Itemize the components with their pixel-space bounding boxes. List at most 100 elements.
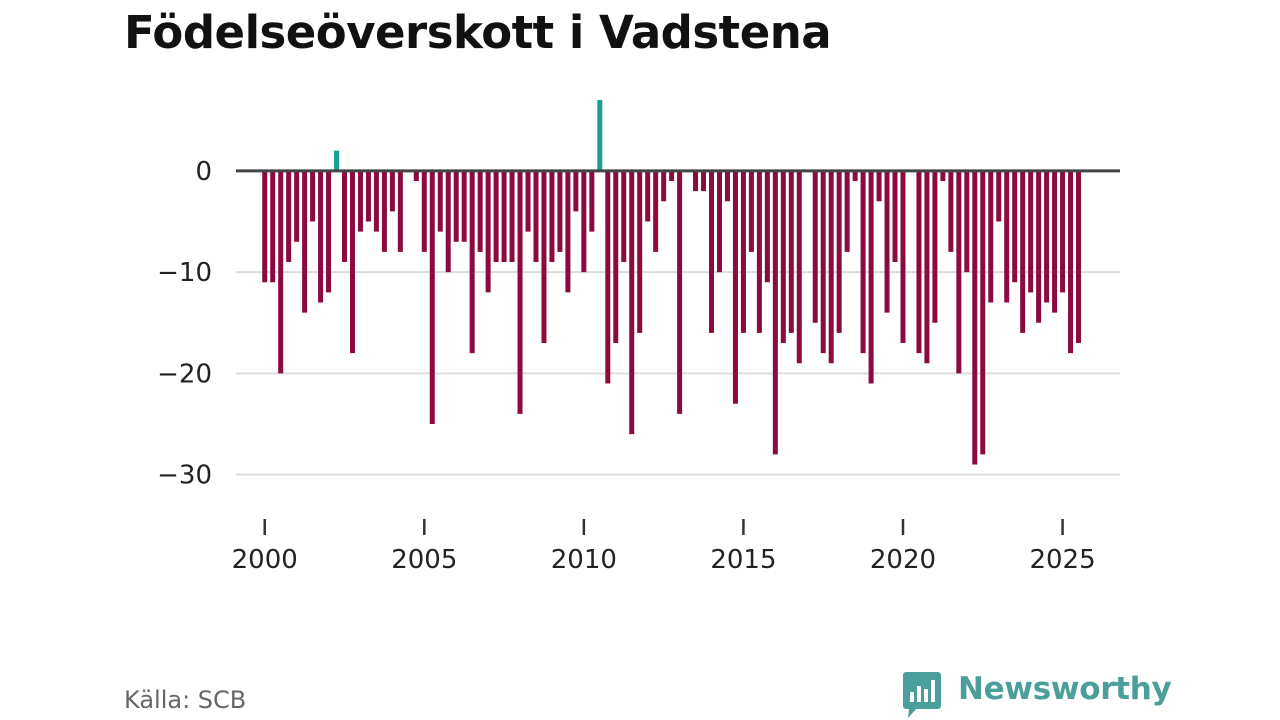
bar [964, 170, 970, 273]
bar [1060, 170, 1066, 293]
bar [1076, 170, 1082, 344]
bar [469, 170, 475, 354]
brand-name: Newsworthy [958, 671, 1172, 707]
bar [477, 170, 483, 252]
bar [724, 170, 730, 202]
bar [796, 170, 802, 364]
bars [262, 100, 1082, 465]
x-tick-label: 2005 [391, 545, 457, 575]
x-tick-label: 2025 [1029, 545, 1095, 575]
bar [549, 170, 555, 263]
bar [653, 170, 659, 252]
bar [533, 170, 539, 263]
bar [1004, 170, 1010, 303]
bar [980, 170, 986, 455]
x-tick-label: 2010 [551, 545, 617, 575]
bar [629, 170, 635, 435]
bar [437, 170, 443, 232]
bar [988, 170, 994, 303]
bar [613, 170, 619, 344]
bar [956, 170, 962, 374]
bar [884, 170, 890, 313]
newsworthy-logo-icon [903, 672, 941, 718]
bar [852, 170, 858, 182]
bar [357, 170, 363, 232]
y-tick-label: −10 [157, 258, 212, 288]
bar [764, 170, 770, 283]
bar [453, 170, 459, 242]
bar [996, 170, 1002, 222]
x-tick-label: 2020 [870, 545, 936, 575]
bar [286, 170, 292, 263]
bar [892, 170, 898, 263]
bar [349, 170, 355, 354]
bar [1020, 170, 1026, 333]
y-axis-labels: 0 −10 −20 −30 [157, 157, 212, 491]
bar [1036, 170, 1042, 323]
bar [661, 170, 667, 202]
bar [397, 170, 403, 252]
bar [940, 170, 946, 182]
bar [1052, 170, 1058, 313]
x-tick-label: 2000 [232, 545, 298, 575]
bar [373, 170, 379, 232]
bar [461, 170, 467, 242]
bar [948, 170, 954, 252]
bar [421, 170, 427, 252]
bar-chart: 0 −10 −20 −30 2000 2005 2010 2015 2020 2025 [157, 100, 1120, 575]
bar [589, 170, 595, 232]
bar [501, 170, 507, 263]
bar [709, 170, 715, 333]
bar [621, 170, 627, 263]
bar [716, 170, 722, 273]
bar [677, 170, 683, 414]
bar [693, 170, 699, 192]
bar [381, 170, 387, 252]
bar [493, 170, 499, 263]
bar [868, 170, 874, 384]
bar [812, 170, 818, 323]
bar [900, 170, 906, 344]
bar [932, 170, 938, 323]
bar [389, 170, 395, 212]
y-tick-label: −30 [157, 461, 212, 491]
bar [294, 170, 300, 242]
bar [365, 170, 371, 222]
bar [509, 170, 515, 263]
bar [788, 170, 794, 333]
bar [485, 170, 491, 293]
bar [565, 170, 571, 293]
brand: Newsworthy [902, 670, 1172, 720]
chart-title: Födelseöverskott i Vadstena [124, 6, 832, 59]
bar [645, 170, 651, 222]
bar [302, 170, 308, 313]
bar [557, 170, 563, 252]
bar [1044, 170, 1050, 303]
bar [581, 170, 587, 273]
bar [701, 170, 707, 192]
bar [334, 150, 340, 171]
bar [429, 170, 435, 425]
bar [860, 170, 866, 354]
bar [318, 170, 324, 303]
bar [669, 170, 675, 182]
bar [828, 170, 834, 364]
bar [597, 100, 603, 171]
y-tick-label: −20 [157, 359, 212, 389]
bar [278, 170, 284, 374]
bar [820, 170, 826, 354]
bar [916, 170, 922, 354]
bar [413, 170, 419, 182]
bar [637, 170, 643, 333]
bar [1068, 170, 1074, 354]
bar [876, 170, 882, 202]
bar [541, 170, 547, 344]
bar [1012, 170, 1018, 283]
bar [525, 170, 531, 232]
bar [836, 170, 842, 333]
bar [326, 170, 332, 293]
bar [1028, 170, 1034, 293]
bar [605, 170, 611, 384]
x-tick-label: 2015 [710, 545, 776, 575]
source-note: Källa: SCB [124, 686, 247, 714]
